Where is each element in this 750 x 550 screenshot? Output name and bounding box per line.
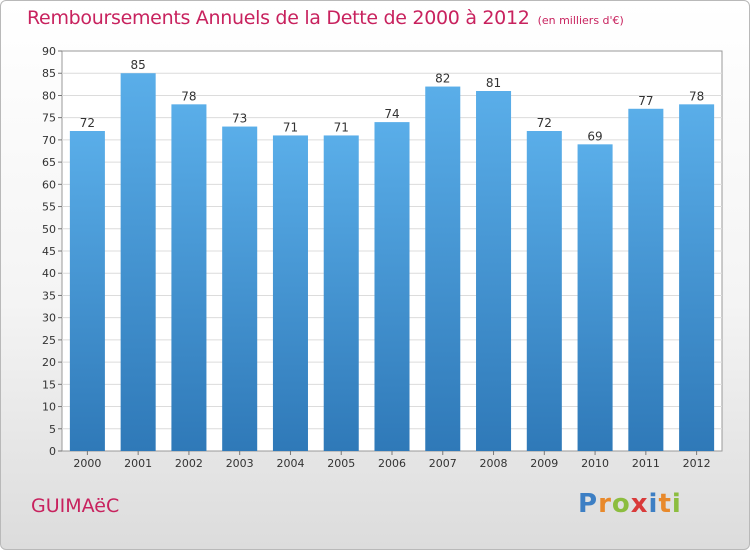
y-tick-label: 10 (42, 401, 56, 414)
bar (476, 91, 512, 451)
bar-value-label: 73 (232, 112, 247, 126)
bar-value-label: 77 (638, 94, 653, 108)
logo-letter: x (630, 489, 649, 519)
x-tick-label: 2010 (581, 457, 609, 470)
bar-value-label: 82 (435, 72, 450, 86)
bar (272, 135, 308, 451)
bar-value-label: 72 (80, 116, 95, 130)
bar (69, 131, 105, 451)
bar (120, 73, 156, 451)
y-tick-label: 75 (42, 112, 56, 125)
logo-letter: i (648, 489, 659, 519)
bar (374, 122, 410, 451)
x-tick-label: 2003 (226, 457, 254, 470)
bar-value-label: 71 (334, 120, 349, 134)
logo-letter: t (658, 489, 672, 519)
bar-value-label: 69 (587, 129, 602, 143)
bars: 72 85 78 73 71 71 74 82 81 72 69 77 78 (69, 58, 715, 452)
bar (628, 108, 664, 452)
x-tick-label: 2009 (530, 457, 558, 470)
bar (577, 144, 613, 452)
chart-title-text: Remboursements Annuels de la Dette de 20… (27, 7, 530, 29)
y-axis: 0 5 10 15 20 25 30 35 40 45 50 55 60 65 70 75 80 85 90 (42, 45, 62, 458)
x-tick-label: 2012 (683, 457, 711, 470)
x-tick-label: 2000 (73, 457, 101, 470)
bar (526, 131, 562, 451)
y-tick-label: 70 (42, 134, 56, 147)
bar (425, 86, 461, 452)
x-tick-label: 2006 (378, 457, 406, 470)
y-tick-label: 85 (42, 67, 56, 80)
x-tick-label: 2005 (327, 457, 355, 470)
y-tick-label: 50 (42, 223, 56, 236)
y-tick-label: 45 (42, 245, 56, 258)
x-tick-label: 2007 (429, 457, 457, 470)
x-tick-label: 2011 (632, 457, 660, 470)
y-tick-label: 90 (42, 45, 56, 58)
proxiti-logo[interactable]: Proxiti (578, 489, 682, 519)
y-tick-label: 80 (42, 89, 56, 102)
logo-letter: r (598, 489, 612, 519)
bar-value-label: 78 (181, 89, 196, 103)
bar-value-label: 85 (131, 58, 146, 72)
bar-value-label: 72 (537, 116, 552, 130)
bar (323, 135, 359, 451)
x-tick-label: 2008 (480, 457, 508, 470)
bar (679, 104, 715, 451)
y-tick-label: 25 (42, 334, 56, 347)
bar (171, 104, 207, 451)
chart-subtitle: (en milliers d'€) (537, 14, 624, 27)
logo-letter: P (578, 489, 599, 519)
y-tick-label: 30 (42, 312, 56, 325)
logo-letter: i (671, 489, 682, 519)
chart-title: Remboursements Annuels de la Dette de 20… (27, 7, 624, 29)
x-tick-label: 2002 (175, 457, 203, 470)
x-axis: 2000 2001 2002 2003 2004 2005 2006 2007 2008 2009… (73, 451, 711, 470)
y-tick-label: 35 (42, 289, 56, 302)
bar-value-label: 71 (283, 120, 298, 134)
y-tick-label: 65 (42, 156, 56, 169)
y-tick-label: 40 (42, 267, 56, 280)
bar-value-label: 81 (486, 76, 501, 90)
bar (222, 126, 258, 452)
bar-value-label: 74 (384, 107, 399, 121)
commune-name: GUIMAëC (31, 495, 120, 517)
y-tick-label: 55 (42, 201, 56, 214)
y-tick-label: 60 (42, 178, 56, 191)
y-tick-label: 15 (42, 378, 56, 391)
x-tick-label: 2001 (124, 457, 152, 470)
bar-value-label: 78 (689, 89, 704, 103)
y-tick-label: 0 (49, 445, 56, 458)
x-tick-label: 2004 (276, 457, 304, 470)
logo-letter: o (611, 489, 631, 519)
y-tick-label: 20 (42, 356, 56, 369)
y-tick-label: 5 (49, 423, 56, 436)
